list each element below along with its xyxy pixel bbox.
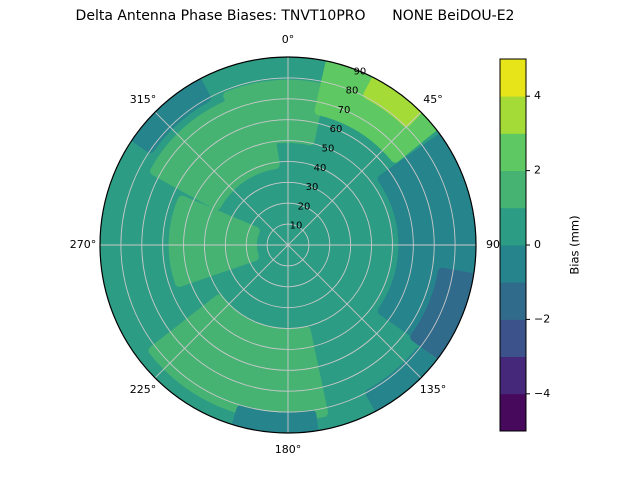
azimuth-tick-label: 135° [420, 383, 447, 396]
azimuth-tick-label: 180° [275, 443, 302, 456]
colorbar: −4 −2 0 2 4 Bias (mm) [499, 58, 582, 432]
radial-tick-label: 20 [298, 201, 311, 212]
colorbar-band [500, 96, 526, 134]
colorbar-band [500, 59, 526, 97]
azimuth-tick-label: 225° [130, 383, 157, 396]
contour-region [168, 195, 260, 287]
radial-tick-label: 60 [330, 124, 343, 135]
radial-tick-label: 10 [290, 221, 303, 232]
radial-tick-label: 70 [338, 105, 351, 116]
colorbar-band [500, 319, 526, 357]
azimuth-tick-label: 315° [130, 93, 157, 106]
contour-region [150, 89, 280, 210]
colorbar-tick-label: −2 [534, 312, 550, 325]
radial-tick-label: 80 [346, 86, 359, 97]
chart-title: Delta Antenna Phase Biases: TNVT10PRO NO… [75, 8, 515, 24]
colorbar-tick-label: 0 [534, 238, 541, 251]
azimuth-tick-label: 0° [282, 33, 295, 46]
colorbar-band [500, 282, 526, 320]
colorbar-tick-label: 2 [534, 164, 541, 177]
azimuth-tick-label: 45° [423, 93, 443, 106]
radial-tick-label: 90 [354, 66, 367, 77]
colorbar-band [500, 207, 526, 246]
polar-grid [100, 57, 476, 433]
colorbar-tick-label: −4 [534, 387, 550, 400]
radial-tick-label: 40 [314, 163, 327, 174]
azimuth-tick-label: 270° [70, 238, 97, 251]
radial-tick-label: 50 [322, 144, 335, 155]
colorbar-tick-label: 4 [534, 89, 541, 102]
colorbar-band [500, 133, 526, 171]
colorbar-axis-label: Bias (mm) [568, 215, 582, 274]
colorbar-band [500, 393, 526, 432]
grid-spoke [154, 111, 422, 379]
colorbar-band [500, 170, 526, 209]
azimuth-tick-label: 90 [486, 238, 500, 251]
radial-tick-label: 30 [306, 182, 319, 193]
colorbar-band [500, 245, 526, 283]
colorbar-band [500, 356, 526, 395]
polar-outline [99, 56, 477, 434]
